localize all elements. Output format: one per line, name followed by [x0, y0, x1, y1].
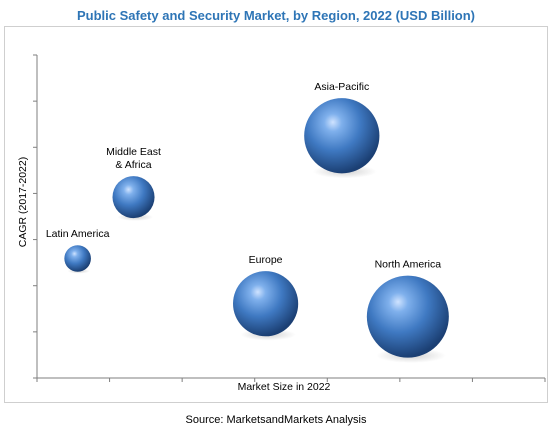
bubble-label: Middle East & Africa — [106, 146, 161, 171]
bubbles: Latin America Middle East & Africa Asia-Pac… — [46, 81, 449, 363]
y-axis-title: CAGR (2017-2022) — [17, 157, 29, 247]
x-axis-title: Market Size in 2022 — [238, 381, 331, 393]
chart-title: Public Safety and Security Market, by Re… — [76, 8, 476, 23]
bubble-label: Europe — [249, 254, 283, 266]
bubble-middle-east-africa — [112, 176, 155, 219]
bubble-label: North America — [375, 259, 442, 271]
bubble-north-america — [366, 275, 449, 358]
x-ticks — [36, 378, 546, 382]
y-ticks — [33, 54, 37, 379]
bubble-latin-america — [64, 245, 91, 272]
bubble-label: Asia-Pacific — [314, 81, 369, 93]
chart-frame — [4, 26, 548, 403]
source-note: Source: MarketsandMarkets Analysis — [185, 414, 367, 426]
bubble-asia-pacific — [304, 98, 380, 174]
bubble-label: Latin America — [46, 228, 110, 240]
bubble-europe — [233, 271, 299, 337]
